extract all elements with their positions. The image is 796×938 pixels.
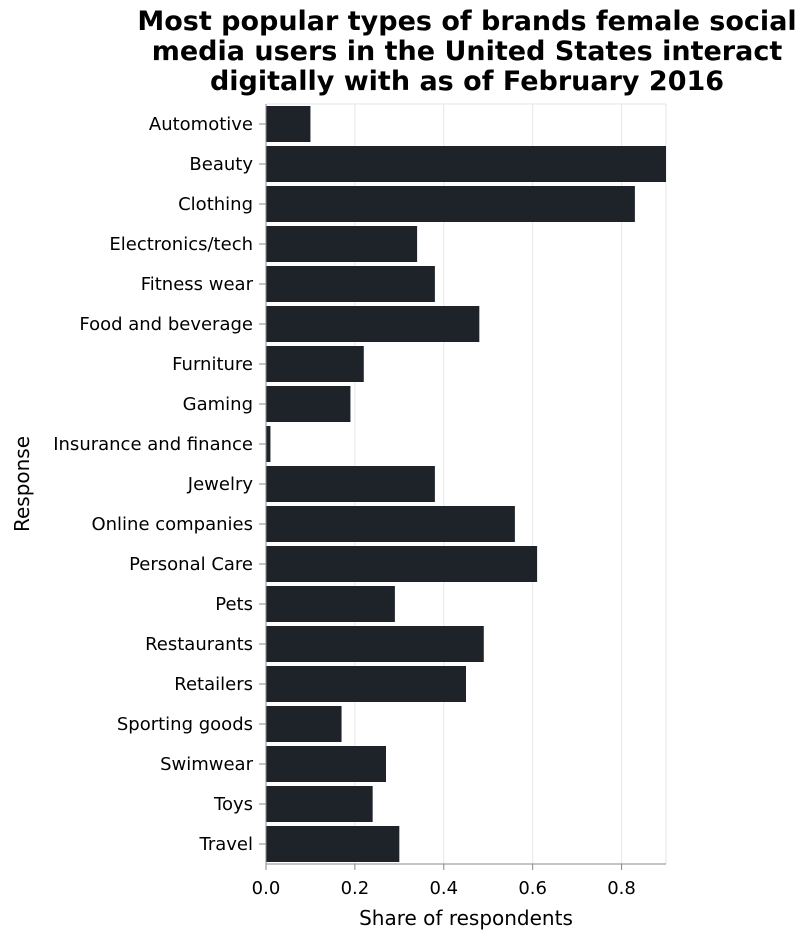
y-tick-label: Jewelry: [187, 474, 254, 495]
y-axis-title: Response: [10, 436, 34, 532]
bar-furniture: [266, 346, 364, 382]
y-tick-label: Online companies: [91, 514, 253, 535]
bar-travel: [266, 826, 400, 862]
y-tick-label: Pets: [215, 594, 253, 615]
y-tick-label: Beauty: [189, 154, 253, 175]
y-tick-label: Fitness wear: [141, 274, 254, 295]
y-tick-label: Toys: [213, 794, 253, 815]
bar-personal-care: [266, 546, 538, 582]
bar-beauty: [266, 146, 666, 182]
y-tick-label: Personal Care: [129, 554, 253, 575]
chart-title: Most popular types of brands female soci…: [137, 6, 796, 97]
y-tick-label: Retailers: [174, 674, 253, 695]
bar-toys: [266, 786, 373, 822]
bar-insurance-and-finance: [266, 426, 271, 462]
chart-title-line-3: digitally with as of February 2016: [210, 66, 724, 97]
bar-gaming: [266, 386, 351, 422]
x-tick-label: 0.4: [429, 878, 458, 899]
bar-restaurants: [266, 626, 484, 662]
y-tick-label: Travel: [198, 834, 253, 855]
bar-online-companies: [266, 506, 515, 542]
chart-title-line-2: media users in the United States interac…: [152, 36, 783, 67]
bar-pets: [266, 586, 395, 622]
y-tick-label: Electronics/tech: [109, 234, 253, 255]
bar-retailers: [266, 666, 466, 702]
y-tick-label: Swimwear: [160, 754, 254, 775]
bars: [266, 106, 666, 862]
y-tick-label: Gaming: [183, 394, 253, 415]
y-tick-label: Furniture: [172, 354, 253, 375]
bar-swimwear: [266, 746, 386, 782]
x-tick-label: 0.6: [518, 878, 547, 899]
x-tick-label: 0.2: [341, 878, 370, 899]
bar-clothing: [266, 186, 635, 222]
y-axis-tick-labels: Automotive Beauty Clothing Electronics/tech…: [53, 114, 253, 855]
chart-title-line-1: Most popular types of brands female soci…: [137, 6, 796, 37]
x-axis-title: Share of respondents: [359, 906, 573, 930]
bar-jewelry: [266, 466, 435, 502]
x-axis-tick-labels: 0.0 0.2 0.4 0.6 0.8: [252, 878, 636, 899]
bar-sporting-goods: [266, 706, 342, 742]
bar-automotive: [266, 106, 311, 142]
bar-food-and-beverage: [266, 306, 480, 342]
axes: [259, 104, 666, 870]
bar-electronics-tech: [266, 226, 418, 262]
y-tick-label: Food and beverage: [79, 314, 253, 335]
x-tick-label: 0.0: [252, 878, 281, 899]
x-tick-label: 0.8: [607, 878, 636, 899]
y-tick-label: Sporting goods: [117, 714, 253, 735]
y-tick-label: Automotive: [149, 114, 253, 135]
y-tick-label: Insurance and finance: [53, 434, 253, 455]
y-tick-label: Restaurants: [145, 634, 253, 655]
y-tick-label: Clothing: [178, 194, 253, 215]
bar-fitness-wear: [266, 266, 435, 302]
